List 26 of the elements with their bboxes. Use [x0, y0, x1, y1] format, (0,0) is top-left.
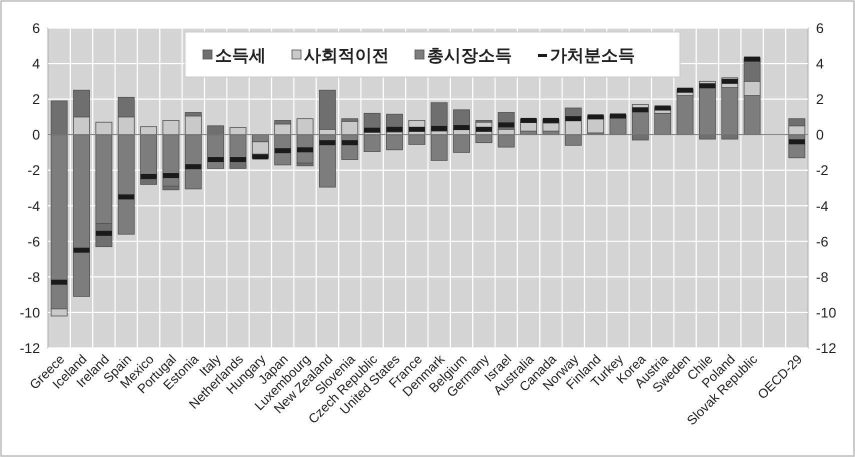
y-tick-label: -8: [28, 268, 40, 285]
y-tick-label: 4: [32, 56, 40, 72]
y2-tick-label: -12: [816, 340, 836, 356]
bar: [542, 122, 560, 132]
y2-tick-label: 6: [816, 20, 824, 36]
y-tick-label: 6: [32, 20, 40, 36]
legend-label: 가처분소득: [550, 46, 635, 65]
bar: [318, 90, 336, 130]
y-tick-label: 0: [32, 126, 40, 143]
y-tick-label: -10: [20, 304, 40, 320]
y2-tick-label: -2: [816, 162, 829, 178]
y-tick-label: -2: [28, 162, 40, 178]
y-tick-label: 2: [32, 91, 40, 108]
y-tick-label: -12: [20, 340, 40, 356]
y-tick-label: -6: [28, 233, 40, 250]
y2-tick-label: -10: [816, 304, 836, 320]
y-tick-label: -4: [28, 198, 40, 214]
y2-tick-label: -6: [816, 233, 829, 250]
legend-label: 소득세: [215, 46, 266, 65]
legend-label: 총시장소득: [427, 46, 512, 65]
y2-tick-label: -4: [816, 198, 829, 214]
y2-tick-label: 4: [816, 56, 824, 72]
y2-tick-label: 2: [816, 91, 824, 108]
legend-label: 사회적이전: [304, 46, 389, 65]
y2-tick-label: 0: [816, 126, 824, 143]
y2-tick-label: -8: [816, 268, 829, 285]
